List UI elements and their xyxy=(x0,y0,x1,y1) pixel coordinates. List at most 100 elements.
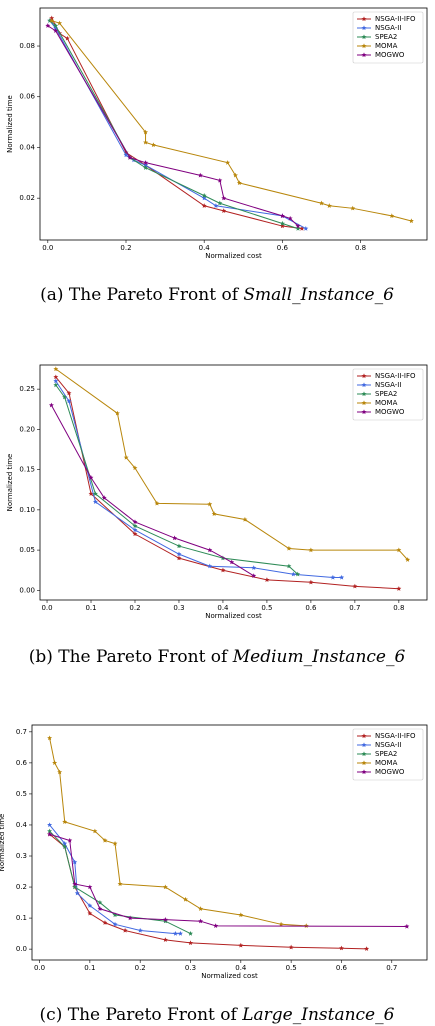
point-marker xyxy=(198,918,204,924)
point-marker xyxy=(62,840,68,846)
caption-instance: Medium_Instance_6 xyxy=(232,647,406,667)
x-tick-label: 0.7 xyxy=(386,964,397,972)
plot-frame xyxy=(31,724,428,961)
point-marker xyxy=(123,454,129,460)
point-marker xyxy=(242,516,248,522)
legend-marker xyxy=(361,751,367,757)
legend-label: MOMA xyxy=(375,759,398,767)
x-tick-label: 0.8 xyxy=(393,604,404,612)
legend-marker xyxy=(361,391,367,397)
y-tick-label: 0.2 xyxy=(16,883,27,891)
series-line xyxy=(49,20,299,230)
y-tick-label: 0.00 xyxy=(19,586,35,594)
y-tick-label: 0.06 xyxy=(19,93,35,101)
point-marker xyxy=(295,223,301,229)
point-marker xyxy=(236,180,242,186)
point-marker xyxy=(350,205,356,211)
legend-marker xyxy=(361,742,367,748)
y-tick-label: 0.4 xyxy=(16,821,28,829)
legend-marker xyxy=(361,43,367,49)
point-marker xyxy=(330,574,336,580)
point-marker xyxy=(92,828,98,834)
x-tick-label: 0.1 xyxy=(84,964,95,972)
y-axis-label: Normalized time xyxy=(0,814,6,872)
legend-marker xyxy=(361,373,367,379)
point-marker xyxy=(220,567,226,573)
point-marker xyxy=(211,511,217,516)
series-line xyxy=(55,368,409,561)
legend-label: NSGA-II-IFO xyxy=(375,372,416,380)
legend-label: NSGA-II xyxy=(375,381,401,389)
point-marker xyxy=(251,565,257,570)
point-marker xyxy=(92,491,98,496)
point-marker xyxy=(176,543,182,549)
x-tick-label: 0.2 xyxy=(135,964,146,972)
point-marker xyxy=(132,519,138,525)
point-marker xyxy=(48,402,54,408)
point-marker xyxy=(197,172,203,178)
point-marker xyxy=(290,571,296,577)
point-marker xyxy=(396,586,402,591)
point-marker xyxy=(137,927,143,933)
legend-label: NSGA-II xyxy=(375,741,401,749)
legend-label: NSGA-II-IFO xyxy=(375,15,416,23)
point-marker xyxy=(143,165,149,170)
caption-prefix: (a) The Pareto Front of xyxy=(40,285,240,305)
point-marker xyxy=(279,223,285,229)
point-marker xyxy=(49,15,55,21)
legend-label: MOGWO xyxy=(375,408,405,416)
caption-prefix: (b) The Pareto Front of xyxy=(29,647,229,667)
x-tick-label: 0.2 xyxy=(120,244,131,252)
x-tick-label: 0.5 xyxy=(286,964,297,972)
y-tick-label: 0.3 xyxy=(16,852,27,860)
point-marker xyxy=(127,155,133,160)
legend-marker xyxy=(361,760,367,766)
y-tick-label: 0.04 xyxy=(19,143,35,151)
caption: (c) The Pareto Front of Large_Instance_6 xyxy=(40,1005,395,1025)
point-marker xyxy=(66,398,72,404)
x-tick-label: 0.4 xyxy=(217,604,229,612)
point-marker xyxy=(87,884,93,890)
point-marker xyxy=(53,28,59,33)
y-tick-label: 0.15 xyxy=(19,466,35,474)
x-tick-label: 0.2 xyxy=(129,604,140,612)
legend-frame xyxy=(352,11,424,64)
legend-marker xyxy=(361,769,367,775)
point-marker xyxy=(264,577,270,582)
point-marker xyxy=(308,579,314,585)
point-marker xyxy=(295,571,301,577)
point-marker xyxy=(62,819,68,824)
x-tick-label: 0.4 xyxy=(235,964,247,972)
caption-instance: Small_Instance_6 xyxy=(243,285,394,305)
point-marker xyxy=(102,837,108,843)
legend-label: MOGWO xyxy=(375,51,405,59)
x-tick-label: 0.6 xyxy=(277,244,289,252)
point-marker xyxy=(88,475,94,480)
y-tick-label: 0.0 xyxy=(16,945,27,953)
plot-frame xyxy=(39,364,428,601)
point-marker xyxy=(288,944,294,950)
point-marker xyxy=(198,906,204,911)
point-marker xyxy=(303,923,309,928)
point-marker xyxy=(238,912,244,918)
caption: (a) The Pareto Front of Small_Instance_6 xyxy=(40,285,394,305)
plot-frame xyxy=(39,7,428,241)
point-marker xyxy=(132,465,138,471)
point-marker xyxy=(177,931,183,936)
point-marker xyxy=(53,378,59,384)
point-marker xyxy=(72,859,78,865)
point-marker xyxy=(132,523,138,529)
point-marker xyxy=(221,195,227,201)
point-marker xyxy=(287,215,293,221)
chart: 0.0 0.1 0.2 0.3 0.4 0.5 0.6 0.7 0.0 0.1 0.2 0.3 0.4 0… xyxy=(0,724,428,1025)
point-marker xyxy=(117,881,123,887)
point-marker xyxy=(123,152,129,158)
point-marker xyxy=(88,491,94,496)
point-marker xyxy=(201,195,207,201)
point-marker xyxy=(47,828,53,834)
point-marker xyxy=(127,915,133,921)
point-marker xyxy=(207,501,213,507)
